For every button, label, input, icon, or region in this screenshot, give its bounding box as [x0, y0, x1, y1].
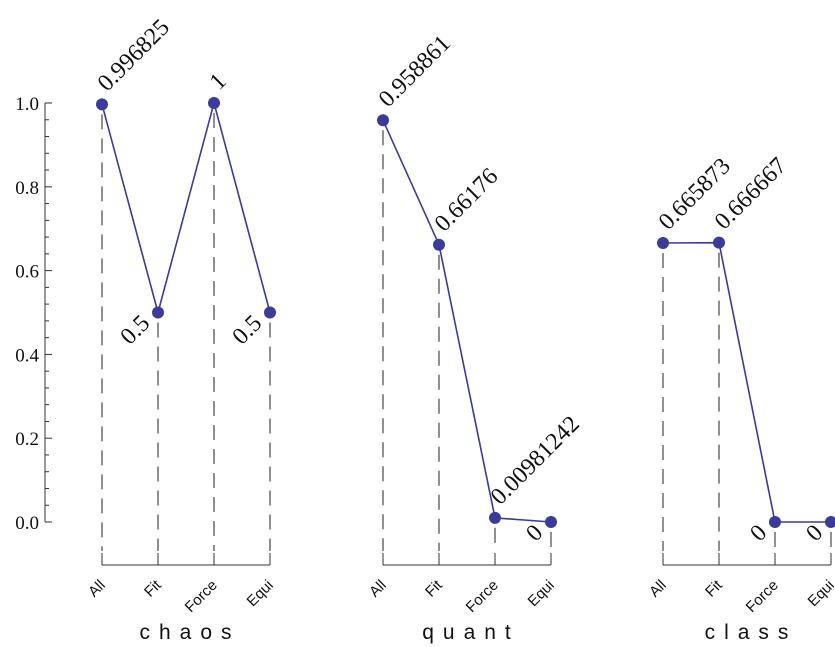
- data-label: 0: [801, 520, 828, 547]
- data-point: [152, 306, 164, 319]
- data-label: 0.66176: [430, 163, 504, 237]
- data-label: 0.5: [116, 310, 156, 350]
- panel-quant: 0.958861 0.66176 0.00981242 0 All Fit Force Equ…: [366, 30, 585, 644]
- y-tick-label: 0.8: [15, 178, 39, 199]
- y-tick-label: 0.6: [15, 262, 39, 283]
- y-tick-label: 1.0: [15, 94, 39, 115]
- y-axis: 0.0 0.2 0.4 0.6 0.8 1.0: [15, 94, 52, 534]
- data-label: 1: [205, 68, 232, 95]
- category-label: Equi: [244, 577, 277, 610]
- category-label: Equi: [805, 577, 835, 610]
- category-label: All: [85, 577, 109, 601]
- series-line: [662, 241, 831, 523]
- series-line: [101, 99, 271, 316]
- data-point: [96, 98, 108, 111]
- category-label: All: [366, 577, 390, 601]
- category-label: Equi: [525, 577, 558, 610]
- series-line: [382, 119, 552, 523]
- category-label: Force: [182, 577, 221, 616]
- data-point: [264, 306, 276, 319]
- data-point: [545, 516, 557, 528]
- y-tick-label: 0.2: [15, 429, 39, 450]
- category-label: Fit: [141, 576, 165, 600]
- y-tick-label: 0.4: [15, 345, 39, 366]
- data-point: [208, 97, 220, 109]
- panel-title: class: [705, 621, 798, 644]
- data-point: [657, 236, 669, 249]
- data-label: 0.996825: [93, 15, 175, 97]
- data-label: 0: [745, 520, 772, 547]
- data-label: 0.5: [228, 310, 268, 350]
- data-point: [769, 516, 781, 528]
- category-label: Force: [743, 577, 782, 616]
- category-label: Fit: [702, 576, 726, 600]
- data-label: 0.958861: [374, 30, 456, 112]
- data-point: [825, 516, 835, 528]
- data-point: [433, 238, 445, 251]
- y-tick-label: 0.0: [15, 513, 39, 534]
- data-label: 0.00981242: [486, 411, 585, 510]
- data-point: [489, 511, 501, 524]
- category-label: Force: [463, 577, 502, 616]
- panel-title: quant: [422, 621, 520, 644]
- category-label: Fit: [422, 576, 446, 600]
- data-point: [377, 114, 389, 127]
- data-point: [713, 236, 725, 249]
- data-label: 0: [521, 520, 548, 547]
- category-label: All: [646, 577, 670, 601]
- panel-title: chaos: [139, 621, 240, 644]
